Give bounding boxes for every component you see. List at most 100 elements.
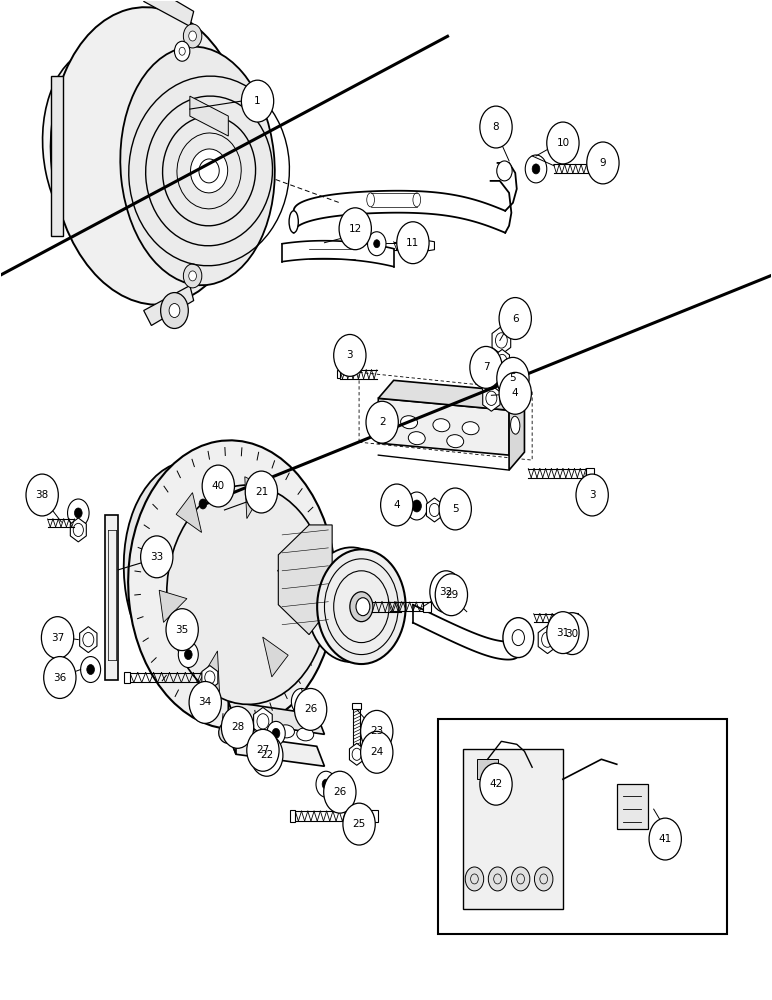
- Text: 30: 30: [566, 629, 579, 639]
- Circle shape: [242, 80, 274, 122]
- Circle shape: [247, 729, 279, 771]
- Text: 2: 2: [379, 417, 385, 427]
- Polygon shape: [378, 398, 509, 455]
- Text: 26: 26: [304, 704, 317, 714]
- Polygon shape: [371, 810, 378, 822]
- Circle shape: [374, 240, 380, 248]
- Ellipse shape: [128, 440, 336, 729]
- Text: 25: 25: [353, 819, 366, 829]
- Circle shape: [294, 688, 327, 730]
- Circle shape: [184, 24, 201, 48]
- Circle shape: [525, 155, 547, 183]
- Text: 31: 31: [557, 628, 570, 638]
- Text: 38: 38: [36, 490, 49, 500]
- Polygon shape: [70, 518, 86, 542]
- Polygon shape: [423, 602, 431, 612]
- Circle shape: [316, 771, 336, 797]
- Circle shape: [435, 574, 468, 616]
- Circle shape: [226, 711, 242, 731]
- Ellipse shape: [401, 416, 418, 429]
- Text: 6: 6: [512, 314, 519, 324]
- Polygon shape: [229, 701, 324, 734]
- Circle shape: [499, 372, 531, 414]
- Ellipse shape: [278, 725, 294, 738]
- Text: 21: 21: [255, 487, 268, 497]
- Text: 5: 5: [452, 504, 459, 514]
- Polygon shape: [598, 163, 603, 175]
- Polygon shape: [144, 286, 194, 325]
- Ellipse shape: [289, 211, 298, 233]
- Text: 4: 4: [394, 500, 400, 510]
- Circle shape: [185, 650, 192, 660]
- Ellipse shape: [51, 7, 252, 305]
- Circle shape: [489, 867, 506, 891]
- Circle shape: [488, 377, 496, 389]
- Ellipse shape: [120, 47, 275, 285]
- Circle shape: [482, 369, 503, 397]
- Circle shape: [499, 298, 531, 339]
- Circle shape: [511, 867, 530, 891]
- Text: 41: 41: [659, 834, 672, 844]
- Circle shape: [361, 710, 393, 752]
- Ellipse shape: [433, 419, 450, 432]
- Text: 11: 11: [406, 238, 419, 248]
- Circle shape: [547, 612, 579, 654]
- Ellipse shape: [191, 149, 228, 193]
- Circle shape: [202, 465, 235, 507]
- Circle shape: [496, 357, 529, 399]
- Circle shape: [480, 763, 512, 805]
- Text: 36: 36: [53, 673, 66, 683]
- Text: 29: 29: [445, 590, 458, 600]
- Circle shape: [439, 488, 472, 530]
- Circle shape: [80, 657, 100, 682]
- Polygon shape: [190, 96, 229, 136]
- Polygon shape: [199, 651, 219, 693]
- Circle shape: [361, 731, 393, 773]
- Circle shape: [649, 818, 682, 860]
- Circle shape: [297, 696, 305, 706]
- Circle shape: [367, 232, 386, 256]
- Circle shape: [334, 334, 366, 376]
- Ellipse shape: [317, 549, 405, 664]
- Polygon shape: [617, 784, 648, 829]
- Polygon shape: [262, 637, 288, 677]
- Text: 8: 8: [493, 122, 499, 132]
- Polygon shape: [229, 701, 236, 754]
- Ellipse shape: [462, 422, 479, 435]
- Polygon shape: [509, 392, 524, 470]
- Circle shape: [534, 867, 553, 891]
- Ellipse shape: [510, 416, 520, 434]
- Text: 22: 22: [260, 750, 273, 760]
- Ellipse shape: [167, 485, 328, 704]
- Text: 34: 34: [198, 697, 212, 707]
- Circle shape: [323, 771, 356, 813]
- Circle shape: [343, 803, 375, 845]
- Polygon shape: [495, 349, 510, 371]
- Circle shape: [245, 471, 278, 513]
- Circle shape: [199, 499, 207, 509]
- Circle shape: [397, 222, 429, 264]
- Polygon shape: [201, 666, 218, 689]
- Circle shape: [184, 264, 201, 288]
- Circle shape: [496, 161, 512, 181]
- Polygon shape: [378, 380, 524, 410]
- Circle shape: [366, 401, 398, 443]
- Circle shape: [430, 571, 462, 613]
- Circle shape: [161, 293, 188, 328]
- Circle shape: [141, 536, 173, 578]
- Polygon shape: [352, 703, 361, 709]
- Circle shape: [42, 617, 73, 659]
- Ellipse shape: [350, 592, 373, 622]
- Text: 7: 7: [482, 362, 489, 372]
- Circle shape: [169, 304, 180, 318]
- Text: 42: 42: [489, 779, 503, 789]
- Circle shape: [503, 618, 533, 658]
- Circle shape: [322, 779, 330, 789]
- Circle shape: [381, 484, 413, 526]
- Circle shape: [576, 474, 608, 516]
- Circle shape: [587, 142, 619, 184]
- Ellipse shape: [255, 723, 272, 736]
- Polygon shape: [492, 326, 511, 354]
- Text: 40: 40: [212, 481, 225, 491]
- Polygon shape: [571, 613, 578, 623]
